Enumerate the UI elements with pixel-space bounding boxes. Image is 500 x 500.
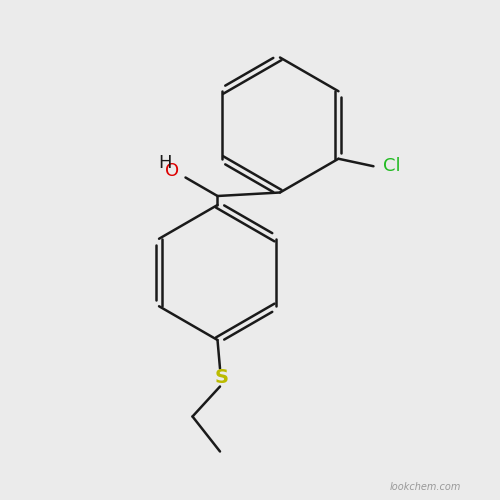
Text: lookchem.com: lookchem.com (390, 482, 460, 492)
Text: Cl: Cl (384, 158, 401, 176)
Text: O: O (166, 162, 179, 180)
Text: H: H (159, 154, 172, 172)
Text: S: S (215, 368, 229, 387)
